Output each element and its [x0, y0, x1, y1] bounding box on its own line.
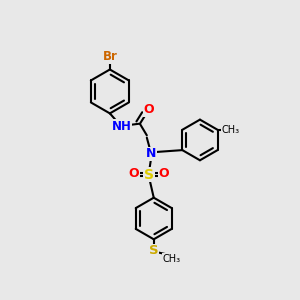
- Text: CH₃: CH₃: [221, 125, 239, 135]
- Text: N: N: [146, 147, 157, 160]
- Text: S: S: [149, 244, 159, 257]
- Text: Br: Br: [102, 50, 117, 63]
- Text: O: O: [143, 103, 154, 116]
- Text: O: O: [159, 167, 170, 180]
- Text: O: O: [129, 167, 140, 180]
- Text: NH: NH: [112, 120, 131, 133]
- Text: S: S: [144, 168, 154, 182]
- Text: CH₃: CH₃: [162, 254, 180, 264]
